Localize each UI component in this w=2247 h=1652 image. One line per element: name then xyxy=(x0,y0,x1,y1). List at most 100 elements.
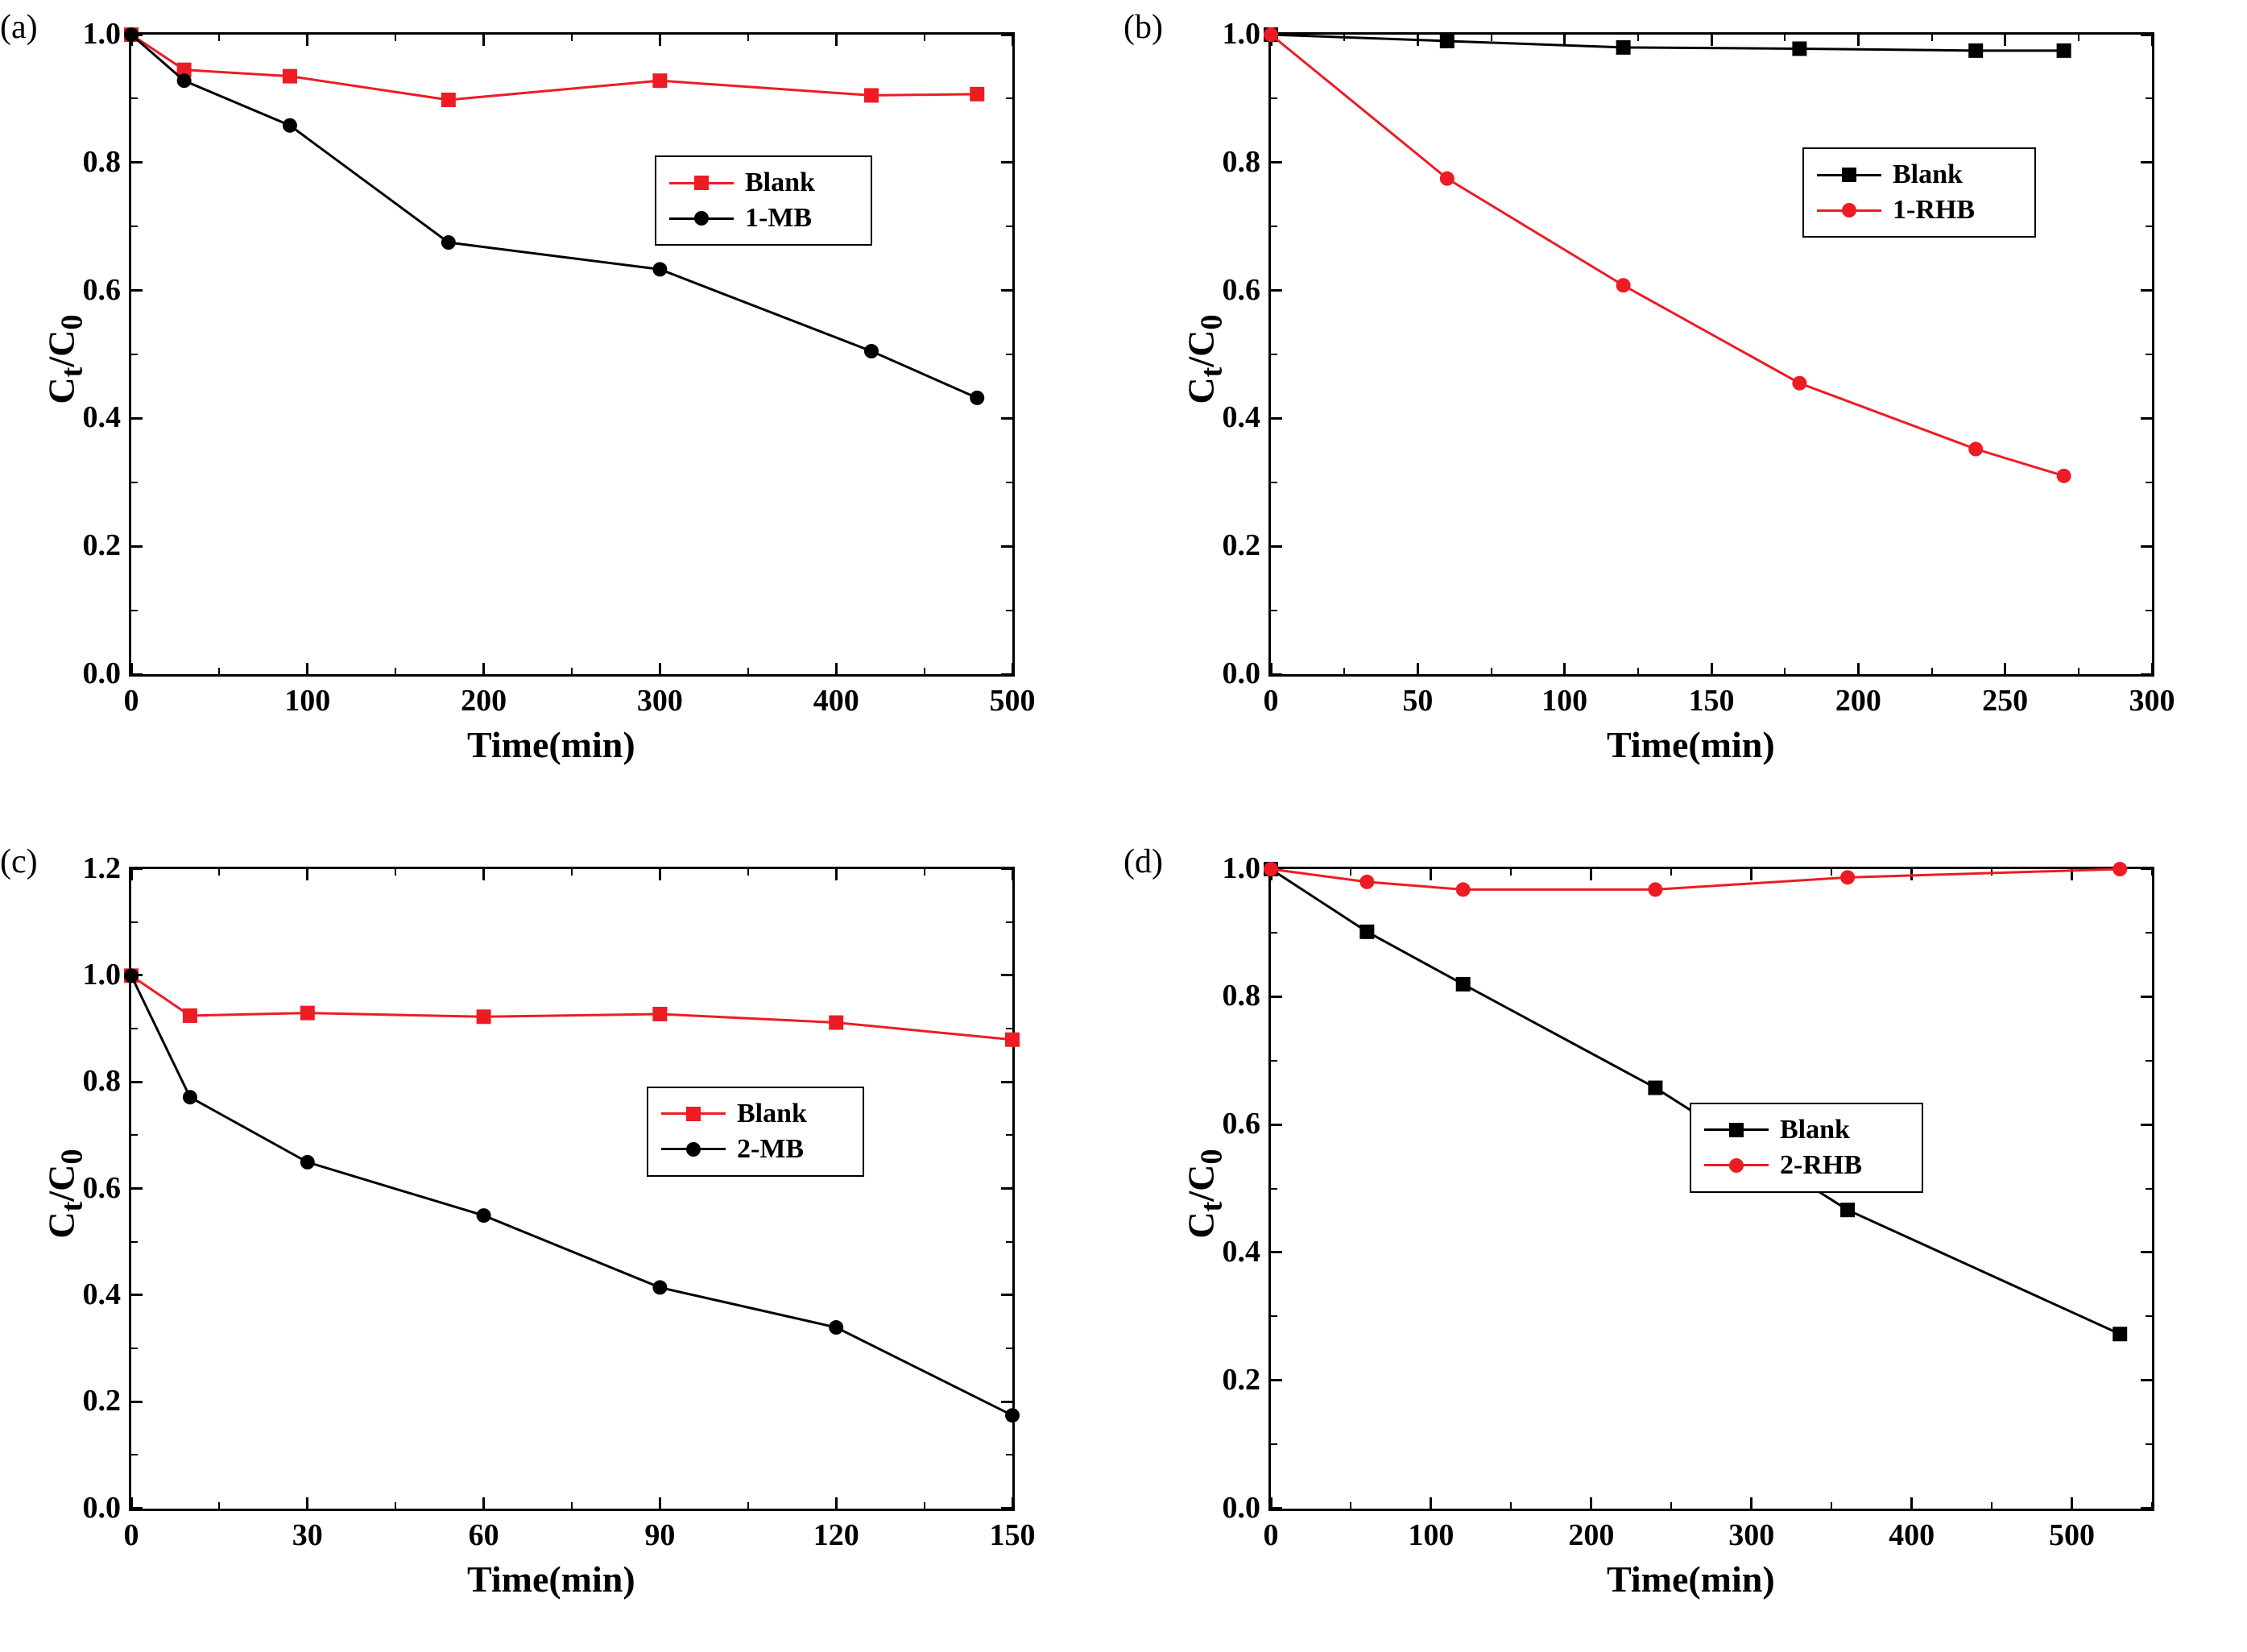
series-line xyxy=(131,35,977,100)
legend: Blank2-MB xyxy=(647,1087,864,1177)
legend-marker-icon xyxy=(686,1107,701,1121)
series-marker xyxy=(1968,442,1983,457)
y-tick-label: 1.0 xyxy=(56,16,121,52)
legend-text: 1-MB xyxy=(745,203,812,234)
x-tick-label: 500 xyxy=(972,683,1053,718)
x-axis-title: Time(min) xyxy=(467,1558,635,1600)
y-tick-label: 0.6 xyxy=(56,272,121,308)
series-marker xyxy=(477,1208,491,1223)
series-marker xyxy=(1616,40,1631,55)
legend-marker-icon xyxy=(686,1142,701,1157)
series-marker xyxy=(1840,870,1855,884)
legend-row: Blank xyxy=(1704,1112,1909,1148)
y-tick-label: 1.0 xyxy=(1196,16,1260,52)
legend-swatch xyxy=(669,217,734,220)
series-marker xyxy=(652,1006,667,1021)
y-tick-label: 1.0 xyxy=(56,957,121,992)
legend-marker-icon xyxy=(1842,203,1856,217)
panel-label: (d) xyxy=(1124,843,1163,881)
series-marker xyxy=(124,968,139,983)
series-svg xyxy=(131,35,1012,674)
series-marker xyxy=(300,1154,315,1169)
x-tick-label: 100 xyxy=(1525,683,1605,718)
legend-swatch xyxy=(1817,174,1881,176)
series-marker xyxy=(970,87,984,101)
series-marker xyxy=(1792,41,1806,56)
y-axis-title: Ct/C0 xyxy=(1179,315,1229,404)
series-line xyxy=(131,975,1012,1039)
y-axis-title: Ct/C0 xyxy=(39,315,89,404)
x-tick-label: 60 xyxy=(444,1517,524,1553)
series-marker xyxy=(2113,862,2127,876)
series-marker xyxy=(1840,1203,1855,1217)
series-marker xyxy=(441,93,456,107)
y-tick-label: 0.0 xyxy=(1196,656,1260,691)
x-tick-label: 150 xyxy=(1671,683,1752,718)
legend-swatch xyxy=(669,182,734,184)
y-tick-label: 0.8 xyxy=(56,144,121,180)
x-tick-label: 50 xyxy=(1377,683,1458,718)
y-tick-label: 0.2 xyxy=(1196,528,1260,563)
legend-marker-icon xyxy=(1729,1123,1744,1137)
x-tick-label: 500 xyxy=(2032,1517,2113,1553)
x-tick-label: 150 xyxy=(972,1517,1053,1553)
x-tick-label: 250 xyxy=(1965,683,2046,718)
legend-swatch xyxy=(661,1148,726,1150)
x-tick-label: 400 xyxy=(796,683,876,718)
series-line xyxy=(1271,869,2120,889)
legend-marker-icon xyxy=(694,211,709,226)
x-tick-label: 300 xyxy=(619,683,700,718)
y-tick-label: 0.4 xyxy=(1196,400,1260,435)
legend-swatch xyxy=(1817,209,1881,212)
series-marker xyxy=(1792,376,1806,391)
series-marker xyxy=(1968,43,1983,58)
legend-row: Blank xyxy=(669,165,858,201)
y-tick-label: 0.6 xyxy=(1196,272,1260,308)
x-axis-title: Time(min) xyxy=(1607,1558,1775,1600)
series-svg xyxy=(1271,35,2152,674)
series-marker xyxy=(1456,882,1471,896)
series-marker xyxy=(829,1320,843,1335)
legend-marker-icon xyxy=(1729,1158,1744,1173)
series-marker xyxy=(1359,874,1374,888)
series-marker xyxy=(1440,172,1455,186)
series-marker xyxy=(1005,1032,1020,1046)
x-tick-label: 200 xyxy=(444,683,524,718)
x-axis-title: Time(min) xyxy=(1607,723,1775,766)
panel-a: (a)Blank1-MB01002003004005000.00.20.40.6… xyxy=(0,0,1124,826)
series-line xyxy=(1271,869,2120,1334)
plot-area: Blank2-RHB xyxy=(1268,867,2154,1511)
y-tick-label: 0.8 xyxy=(1196,144,1260,180)
y-tick-label: 1.0 xyxy=(1196,851,1260,886)
y-tick-label: 0.2 xyxy=(56,1383,121,1418)
legend-marker-icon xyxy=(1842,168,1856,182)
series-marker xyxy=(283,118,297,133)
legend-swatch xyxy=(1704,1164,1769,1166)
x-tick-label: 300 xyxy=(1711,1517,1792,1553)
series-marker xyxy=(2113,1327,2127,1341)
y-tick-label: 1.2 xyxy=(56,851,121,886)
legend-text: Blank xyxy=(1780,1115,1850,1145)
y-tick-label: 0.0 xyxy=(1196,1490,1260,1526)
legend-row: 1-MB xyxy=(669,201,858,236)
x-tick-label: 200 xyxy=(1818,683,1898,718)
series-marker xyxy=(1359,924,1374,938)
panel-d: (d)Blank2-RHB01002003004005000.00.20.40.… xyxy=(1124,826,2247,1652)
series-marker xyxy=(283,69,297,84)
series-marker xyxy=(1264,27,1278,42)
legend: Blank1-MB xyxy=(655,155,872,246)
y-tick-label: 0.2 xyxy=(56,528,121,563)
series-marker xyxy=(652,262,667,276)
series-marker xyxy=(1648,1080,1662,1095)
series-marker xyxy=(1648,882,1662,896)
x-tick-label: 100 xyxy=(1391,1517,1471,1553)
panel-label: (b) xyxy=(1124,8,1163,47)
y-tick-label: 0.4 xyxy=(56,1277,121,1312)
legend-row: Blank xyxy=(661,1096,850,1132)
x-tick-label: 300 xyxy=(2112,683,2192,718)
series-line xyxy=(131,975,1012,1415)
y-tick-label: 0.6 xyxy=(1196,1106,1260,1141)
legend-row: 1-RHB xyxy=(1817,193,2021,228)
y-tick-label: 0.4 xyxy=(56,400,121,435)
y-tick-label: 0.2 xyxy=(1196,1362,1260,1397)
